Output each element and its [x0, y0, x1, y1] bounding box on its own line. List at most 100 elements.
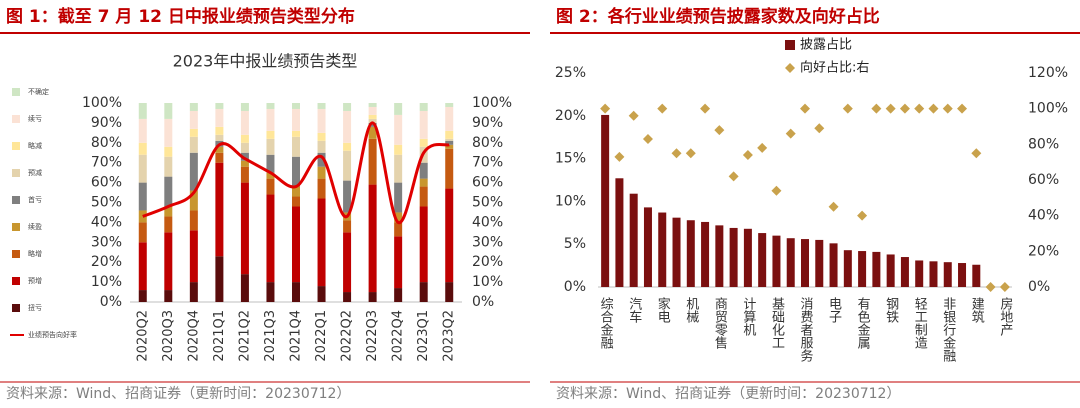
- legend-label: 预减: [28, 168, 42, 177]
- bar: [164, 206, 173, 217]
- bar: [343, 232, 352, 293]
- diamond-marker: [999, 282, 1010, 292]
- diamond-marker: [657, 103, 668, 114]
- legend-label: 预增: [28, 276, 42, 285]
- diamond-marker: [857, 210, 868, 221]
- bar: [266, 194, 275, 283]
- bar: [419, 138, 428, 147]
- diamond-marker: [728, 171, 739, 182]
- y-tick-label: 5%: [564, 236, 586, 252]
- diamond-marker: [785, 128, 796, 139]
- bar: [189, 152, 198, 191]
- bar: [138, 142, 147, 155]
- x-tick-label: 综合金融: [598, 297, 614, 349]
- bar: [786, 238, 795, 287]
- bar: [419, 186, 428, 207]
- bar: [164, 232, 173, 291]
- legend-swatch: [785, 40, 795, 50]
- bar: [164, 290, 173, 302]
- bar: [215, 152, 224, 163]
- bar: [189, 110, 198, 129]
- bar: [189, 128, 198, 137]
- y2-tick-label: 80%: [1028, 136, 1059, 152]
- bar: [829, 243, 838, 287]
- y-tick-label: 10%: [555, 193, 586, 209]
- x-tick-label: 2022Q4: [391, 310, 406, 362]
- bar: [138, 103, 147, 119]
- bar: [138, 118, 147, 143]
- bar: [368, 106, 377, 115]
- bar: [801, 239, 809, 287]
- diamond-marker: [800, 103, 810, 114]
- bar: [900, 257, 909, 287]
- y-tick-label: 80%: [91, 135, 122, 151]
- legend-label: 续盈: [28, 222, 42, 231]
- bar: [189, 103, 198, 111]
- y-tick-label: 20%: [91, 254, 122, 270]
- bar: [615, 178, 624, 287]
- y-tick-label: 60%: [91, 175, 122, 191]
- y2-tick-label: 90%: [472, 115, 503, 131]
- legend-label: 向好占比:右: [800, 60, 869, 76]
- source-note: 资料来源：Wind、招商证券（更新时间：20230712）: [556, 386, 900, 402]
- bar: [445, 106, 454, 131]
- bar: [419, 103, 428, 111]
- y2-tick-label: 40%: [1028, 208, 1059, 224]
- bar: [266, 108, 275, 131]
- diamond-marker: [942, 103, 953, 114]
- y2-tick-label: 80%: [472, 135, 503, 151]
- bar: [317, 103, 326, 109]
- diamond-marker: [957, 103, 968, 114]
- bar: [266, 282, 275, 302]
- y-tick-label: 20%: [555, 108, 586, 124]
- bar: [368, 114, 377, 119]
- x-tick-label: 2020Q3: [161, 310, 176, 362]
- x-tick-label: 汽车: [626, 297, 642, 323]
- figure-caption: 图 1：截至 7 月 12 日中报业绩预告类型分布: [6, 6, 355, 27]
- legend-swatch: [12, 88, 20, 96]
- bar: [419, 282, 428, 302]
- legend-swatch: [12, 142, 20, 150]
- y2-tick-label: 100%: [1028, 101, 1068, 117]
- bar: [686, 220, 695, 287]
- legend-swatch: [12, 196, 20, 204]
- bar: [317, 152, 326, 167]
- bar: [292, 136, 300, 157]
- bar: [886, 254, 895, 287]
- legend-label: 披露占比: [800, 38, 852, 53]
- bar: [292, 196, 300, 207]
- legend-label: 续亏: [28, 114, 42, 123]
- diamond-marker: [842, 103, 853, 114]
- bar: [419, 110, 428, 139]
- bar: [164, 156, 173, 177]
- legend-swatch: [12, 115, 20, 123]
- bar: [368, 103, 377, 107]
- x-tick-label: 有色金属: [855, 297, 871, 350]
- diamond-marker: [714, 125, 725, 136]
- bar: [240, 166, 249, 183]
- bar: [215, 108, 224, 127]
- bar: [292, 206, 300, 283]
- bar: [715, 225, 724, 287]
- bar: [743, 228, 752, 287]
- x-tick-label: 2020Q2: [135, 310, 150, 362]
- bar: [394, 212, 403, 223]
- chart-title: 2023年中报业绩预告类型: [173, 52, 358, 71]
- diamond-marker: [628, 110, 639, 121]
- bar: [343, 180, 352, 213]
- bar: [343, 110, 352, 143]
- bar: [138, 154, 147, 183]
- bar: [317, 178, 326, 199]
- legend-label: 业绩预告向好率: [28, 330, 77, 339]
- y2-tick-label: 60%: [1028, 172, 1059, 188]
- bar: [445, 282, 454, 302]
- bar: [958, 263, 967, 287]
- bar: [915, 260, 924, 287]
- legend-swatch: [12, 277, 20, 285]
- diamond-marker: [871, 103, 882, 114]
- bar: [317, 108, 326, 133]
- x-tick-label: 家电: [655, 296, 671, 323]
- bar: [843, 250, 852, 287]
- y2-tick-label: 30%: [472, 234, 503, 250]
- y-tick-label: 40%: [91, 214, 122, 230]
